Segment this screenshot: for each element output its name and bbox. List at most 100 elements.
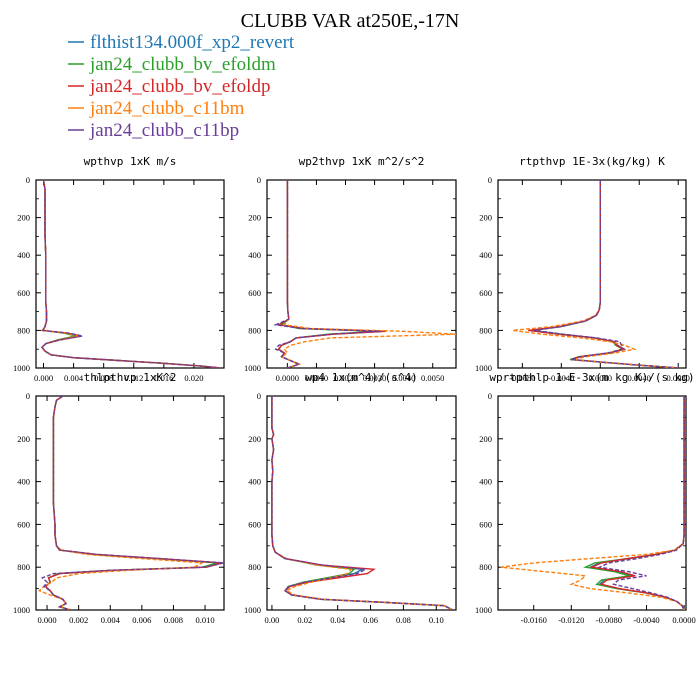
series-group bbox=[512, 180, 679, 368]
series-line-1 bbox=[271, 396, 454, 610]
series-group bbox=[500, 396, 685, 610]
legend-label: jan24_clubb_c11bp bbox=[89, 120, 239, 141]
y-tick-label: 0 bbox=[488, 175, 492, 185]
series-line-1 bbox=[587, 396, 685, 610]
x-tick-label: 0.02 bbox=[297, 615, 312, 625]
plot-frame bbox=[266, 179, 457, 369]
legend-label: jan24_clubb_bv_efoldp bbox=[89, 76, 270, 97]
y-tick-label: 200 bbox=[17, 434, 30, 444]
y-tick-label: 400 bbox=[17, 250, 30, 260]
x-tick-label: 0.008 bbox=[94, 373, 113, 383]
series-line-5 bbox=[40, 396, 224, 610]
series-line-4 bbox=[279, 180, 456, 368]
x-tick-label: 0.0000 bbox=[276, 373, 299, 383]
x-tick-label: 0.08 bbox=[396, 615, 411, 625]
x-tick-label: 0.002 bbox=[69, 615, 88, 625]
x-tick-label: 0.012 bbox=[124, 373, 143, 383]
x-tick-label: -0.0080 bbox=[596, 615, 622, 625]
series-line-4 bbox=[271, 396, 454, 610]
x-tick-label: 0.0010 bbox=[305, 373, 328, 383]
y-tick-label: 400 bbox=[248, 250, 261, 260]
x-tick-label: 0.0050 bbox=[421, 373, 444, 383]
x-tick-label: -0.0160 bbox=[521, 615, 547, 625]
legend-entry: jan24_clubb_bv_efoldp bbox=[68, 76, 270, 97]
y-tick-label: 0 bbox=[257, 391, 261, 401]
series-group bbox=[273, 180, 456, 368]
x-tick-label: 0.000 bbox=[37, 615, 56, 625]
panel: thlpthvp 1xK^2 0 200 400 600 800 1000 0.000 0.00… bbox=[13, 371, 225, 625]
x-tick-label: 0.004 bbox=[64, 373, 84, 383]
series-line-3 bbox=[41, 180, 221, 368]
x-tick-label: -0.0040 bbox=[633, 615, 659, 625]
legend-label: jan24_clubb_c11bm bbox=[89, 98, 245, 119]
y-tick-label: 800 bbox=[248, 325, 261, 335]
plot-frame bbox=[497, 395, 687, 611]
y-tick-label: 200 bbox=[479, 213, 492, 223]
x-tick-label: 0.10 bbox=[429, 615, 444, 625]
y-tick-label: 1000 bbox=[244, 363, 261, 373]
x-tick-label: 0.00 bbox=[264, 615, 279, 625]
y-tick-label: 1000 bbox=[13, 363, 30, 373]
y-tick-label: 1000 bbox=[244, 605, 261, 615]
series-group bbox=[40, 180, 221, 368]
x-tick-label: 0.020 bbox=[184, 373, 203, 383]
y-tick-label: 400 bbox=[479, 250, 492, 260]
panel-title: wpthvp 1xK m/s bbox=[84, 155, 177, 168]
x-tick-label: 0.016 bbox=[154, 373, 173, 383]
legend-entry: jan24_clubb_bv_efoldm bbox=[68, 54, 276, 75]
x-tick-label: 0.0080 bbox=[667, 373, 690, 383]
y-tick-label: 200 bbox=[17, 213, 30, 223]
y-tick-label: 800 bbox=[479, 562, 492, 572]
series-line-5 bbox=[271, 396, 454, 610]
panel-title: wp2thvp 1xK m^2/s^2 bbox=[299, 155, 425, 168]
legend-label: flthist134.000f_xp2_revert bbox=[90, 32, 295, 53]
panel-title: rtpthvp 1E-3x(kg/kg) K bbox=[519, 155, 665, 168]
x-tick-label: 0.0000 bbox=[589, 373, 612, 383]
y-tick-label: 0 bbox=[26, 391, 30, 401]
x-tick-label: -0.0080 bbox=[509, 373, 535, 383]
x-tick-label: 0.04 bbox=[330, 615, 346, 625]
y-tick-label: 600 bbox=[479, 519, 492, 529]
legend-label: jan24_clubb_bv_efoldm bbox=[89, 54, 276, 75]
legend-entry: flthist134.000f_xp2_revert bbox=[68, 32, 295, 53]
series-line-2 bbox=[41, 180, 221, 368]
figure-title: CLUBB VAR at250E,-17N bbox=[241, 10, 460, 32]
x-tick-label: 0.0000 bbox=[672, 615, 695, 625]
panel-title: wprtpthlp 1-E-3x(m kg K)/(s kg) bbox=[489, 371, 694, 384]
x-tick-label: 0.008 bbox=[164, 615, 183, 625]
y-tick-label: 0 bbox=[26, 175, 30, 185]
series-line-3 bbox=[276, 180, 387, 368]
x-tick-label: 0.0020 bbox=[334, 373, 357, 383]
series-line-1 bbox=[44, 396, 221, 610]
series-line-2 bbox=[271, 396, 454, 610]
y-tick-label: 400 bbox=[479, 477, 492, 487]
y-tick-label: 800 bbox=[17, 562, 30, 572]
series-group bbox=[37, 396, 224, 610]
y-tick-label: 600 bbox=[17, 519, 30, 529]
legend-entry: jan24_clubb_c11bm bbox=[68, 98, 245, 119]
y-tick-label: 400 bbox=[248, 477, 261, 487]
x-tick-label: -0.0040 bbox=[548, 373, 574, 383]
y-tick-label: 800 bbox=[248, 562, 261, 572]
series-line-5 bbox=[41, 180, 221, 368]
panel-title: thlpthvp 1xK^2 bbox=[84, 371, 177, 384]
x-tick-label: -0.0120 bbox=[558, 615, 584, 625]
series-line-5 bbox=[597, 396, 685, 610]
x-tick-label: 0.0030 bbox=[363, 373, 386, 383]
y-tick-label: 800 bbox=[479, 325, 492, 335]
series-line-1 bbox=[41, 180, 221, 368]
panel: rtpthvp 1E-3x(kg/kg) K 0 200 400 600 800 1000 -… bbox=[475, 155, 690, 383]
legend-entry: jan24_clubb_c11bp bbox=[68, 120, 239, 141]
y-tick-label: 0 bbox=[257, 175, 261, 185]
y-tick-label: 200 bbox=[248, 213, 261, 223]
y-tick-label: 200 bbox=[479, 434, 492, 444]
y-tick-label: 1000 bbox=[13, 605, 30, 615]
series-line-5 bbox=[533, 180, 679, 368]
y-tick-label: 1000 bbox=[475, 363, 492, 373]
plot-frame bbox=[266, 395, 457, 611]
y-tick-label: 600 bbox=[248, 288, 261, 298]
y-tick-label: 800 bbox=[17, 325, 30, 335]
